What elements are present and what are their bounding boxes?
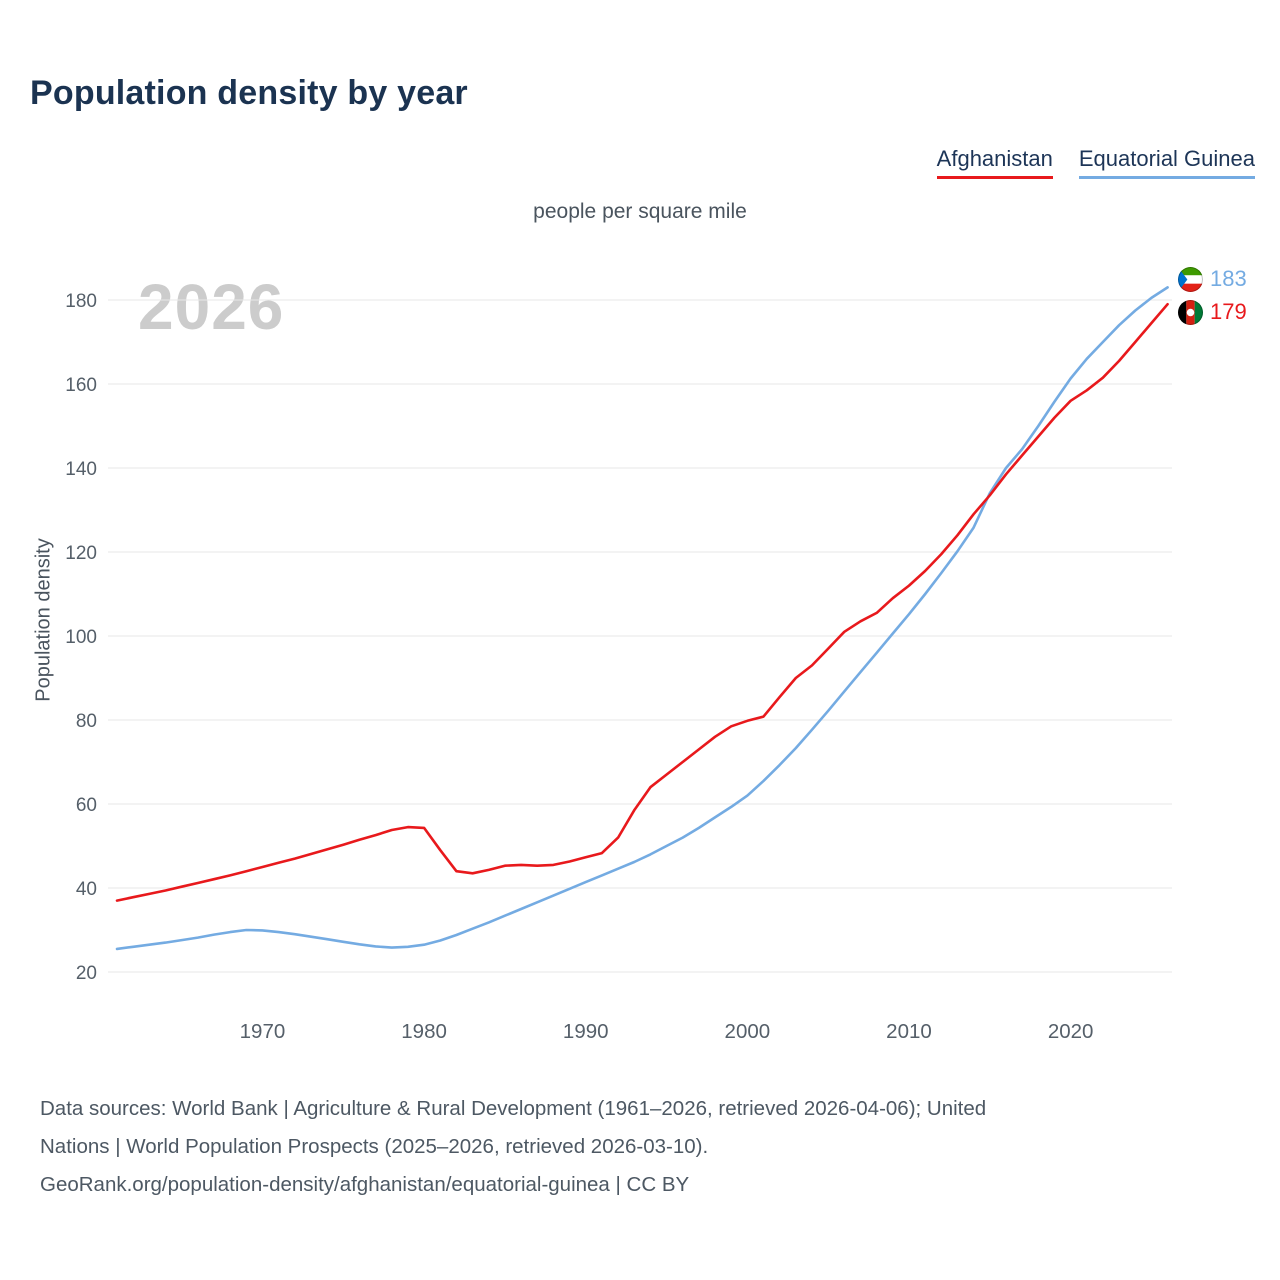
line-chart: 20 40 60 80 100 120 140 160 180 1970 1980 1990 2000 2… xyxy=(65,286,1172,1043)
y-tick-label: 180 xyxy=(65,291,97,312)
year-watermark: 2026 xyxy=(138,271,285,343)
y-tick-label: 100 xyxy=(65,627,97,648)
y-tick-label: 120 xyxy=(65,543,97,564)
page-title: Population density by year xyxy=(30,74,468,112)
end-label-equatorial-guinea: 183 xyxy=(1178,266,1247,292)
x-tick-label: 1970 xyxy=(240,1020,286,1043)
afghanistan-flag-icon xyxy=(1178,299,1203,325)
x-tick-label: 1990 xyxy=(563,1020,609,1043)
footer-line-3: GeoRank.org/population-density/afghanist… xyxy=(40,1173,690,1196)
y-tick-label: 80 xyxy=(76,711,97,732)
x-tick-label: 2020 xyxy=(1048,1020,1094,1043)
legend: Afghanistan Equatorial Guinea xyxy=(936,146,1255,179)
y-tick-label: 160 xyxy=(65,375,97,396)
x-tick-label: 2000 xyxy=(725,1020,771,1043)
y-tick-label: 60 xyxy=(76,795,97,816)
equatorial-guinea-flag-icon xyxy=(1178,266,1203,292)
y-tick-label: 20 xyxy=(76,963,97,984)
chart-subtitle: people per square mile xyxy=(533,200,747,223)
end-value-afghanistan: 179 xyxy=(1210,299,1247,324)
legend-item-afghanistan[interactable]: Afghanistan xyxy=(936,146,1053,179)
data-sources-footer: Data sources: World Bank | Agriculture &… xyxy=(40,1090,1240,1204)
series-line-afghanistan xyxy=(115,302,1169,902)
footer-line-2: Nations | World Population Prospects (20… xyxy=(40,1135,709,1158)
series-line-equatorial-guinea xyxy=(115,286,1169,951)
y-tick-label: 140 xyxy=(65,459,97,480)
y-tick-label: 40 xyxy=(76,879,97,900)
x-tick-label: 2010 xyxy=(886,1020,932,1043)
end-value-equatorial-guinea: 183 xyxy=(1210,266,1247,291)
end-label-afghanistan: 179 xyxy=(1178,299,1247,325)
legend-item-equatorial-guinea[interactable]: Equatorial Guinea xyxy=(1078,146,1255,179)
footer-line-1: Data sources: World Bank | Agriculture &… xyxy=(40,1097,987,1120)
x-tick-label: 1980 xyxy=(401,1020,447,1043)
